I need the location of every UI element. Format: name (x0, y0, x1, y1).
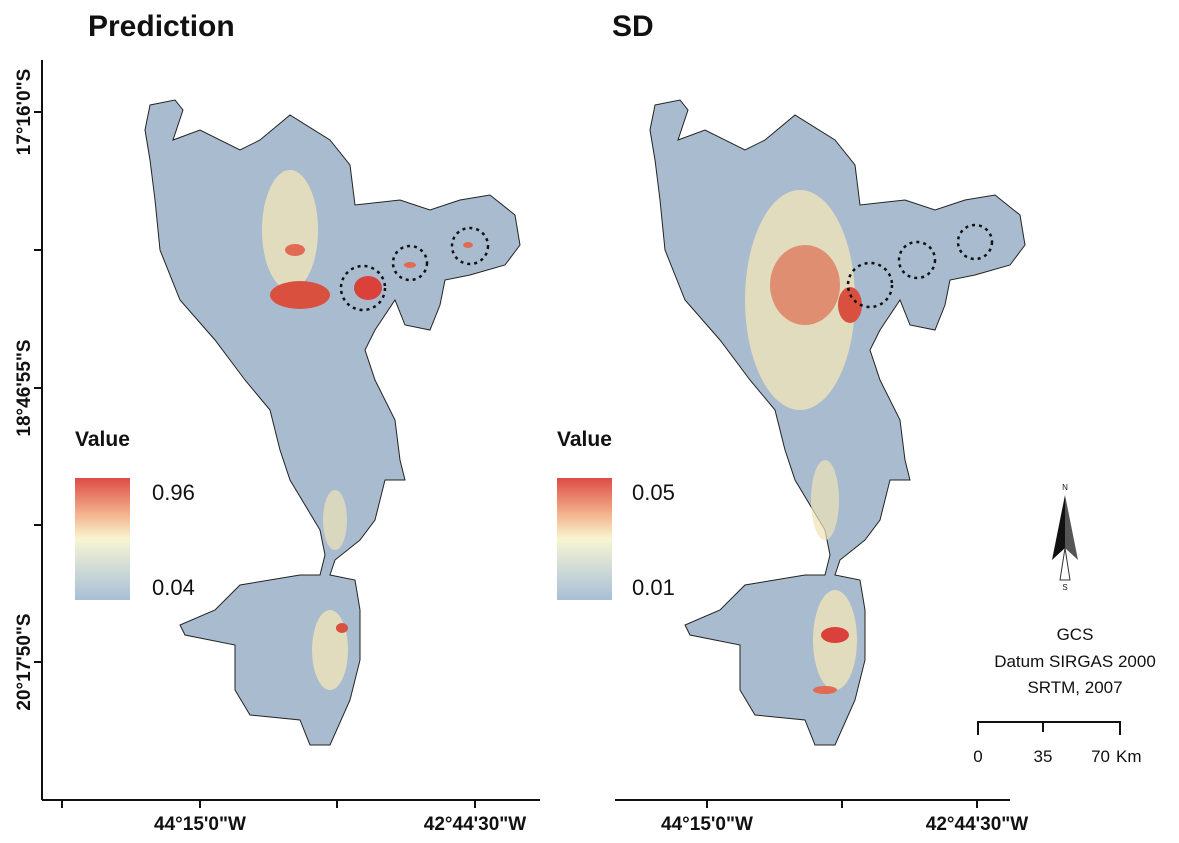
scale-bar (978, 722, 1120, 735)
scale-tick: 70 (1091, 747, 1110, 766)
legend-min: 0.01 (632, 575, 675, 600)
credit: SRTM, 2007 (1027, 678, 1122, 697)
color-bar (557, 478, 612, 600)
y-label: 17°16'0"S (14, 69, 35, 156)
prediction-map (145, 100, 520, 745)
color-bar (75, 478, 130, 600)
x-label: 42°44'30"W (424, 814, 527, 835)
legend-title: Value (75, 428, 130, 451)
figure: Prediction SD 17°16'0"S 18°46'55"S 20°17… (0, 0, 1179, 838)
legend-min: 0.04 (152, 575, 195, 600)
legend-title: Value (557, 428, 612, 451)
legend-max: 0.96 (152, 480, 195, 505)
south-label: S (1062, 583, 1067, 592)
credit: Datum SIRGAS 2000 (994, 652, 1156, 671)
scale-unit: Km (1116, 747, 1142, 766)
x-label: 44°15'0"W (154, 814, 246, 835)
panel-title: SD (612, 10, 654, 43)
north-label: N (1062, 483, 1068, 492)
x-label: 44°15'0"W (661, 814, 753, 835)
sd-map (650, 100, 1025, 745)
credit: GCS (1057, 625, 1094, 644)
y-label: 20°17'50"S (14, 613, 35, 710)
scale-tick: 0 (973, 747, 982, 766)
scale-tick: 35 (1034, 747, 1053, 766)
north-arrow: N S (1052, 483, 1078, 592)
x-label: 42°44'30"W (926, 814, 1029, 835)
panel-title: Prediction (88, 10, 235, 43)
y-label: 18°46'55"S (14, 339, 35, 436)
legend-max: 0.05 (632, 480, 675, 505)
